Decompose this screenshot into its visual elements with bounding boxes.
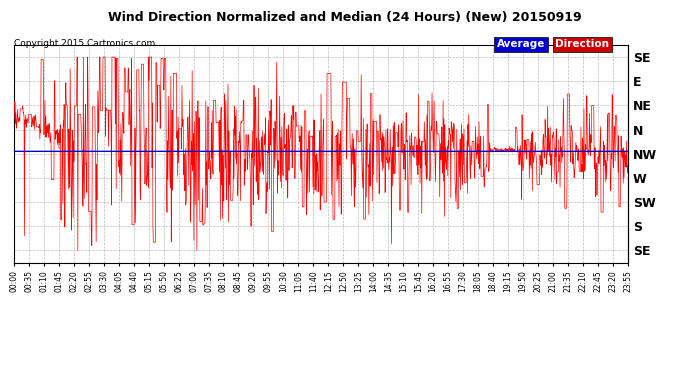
Text: Copyright 2015 Cartronics.com: Copyright 2015 Cartronics.com [14,39,155,48]
Text: Direction: Direction [555,39,609,50]
Text: Wind Direction Normalized and Median (24 Hours) (New) 20150919: Wind Direction Normalized and Median (24… [108,11,582,24]
Text: Average: Average [497,39,545,50]
